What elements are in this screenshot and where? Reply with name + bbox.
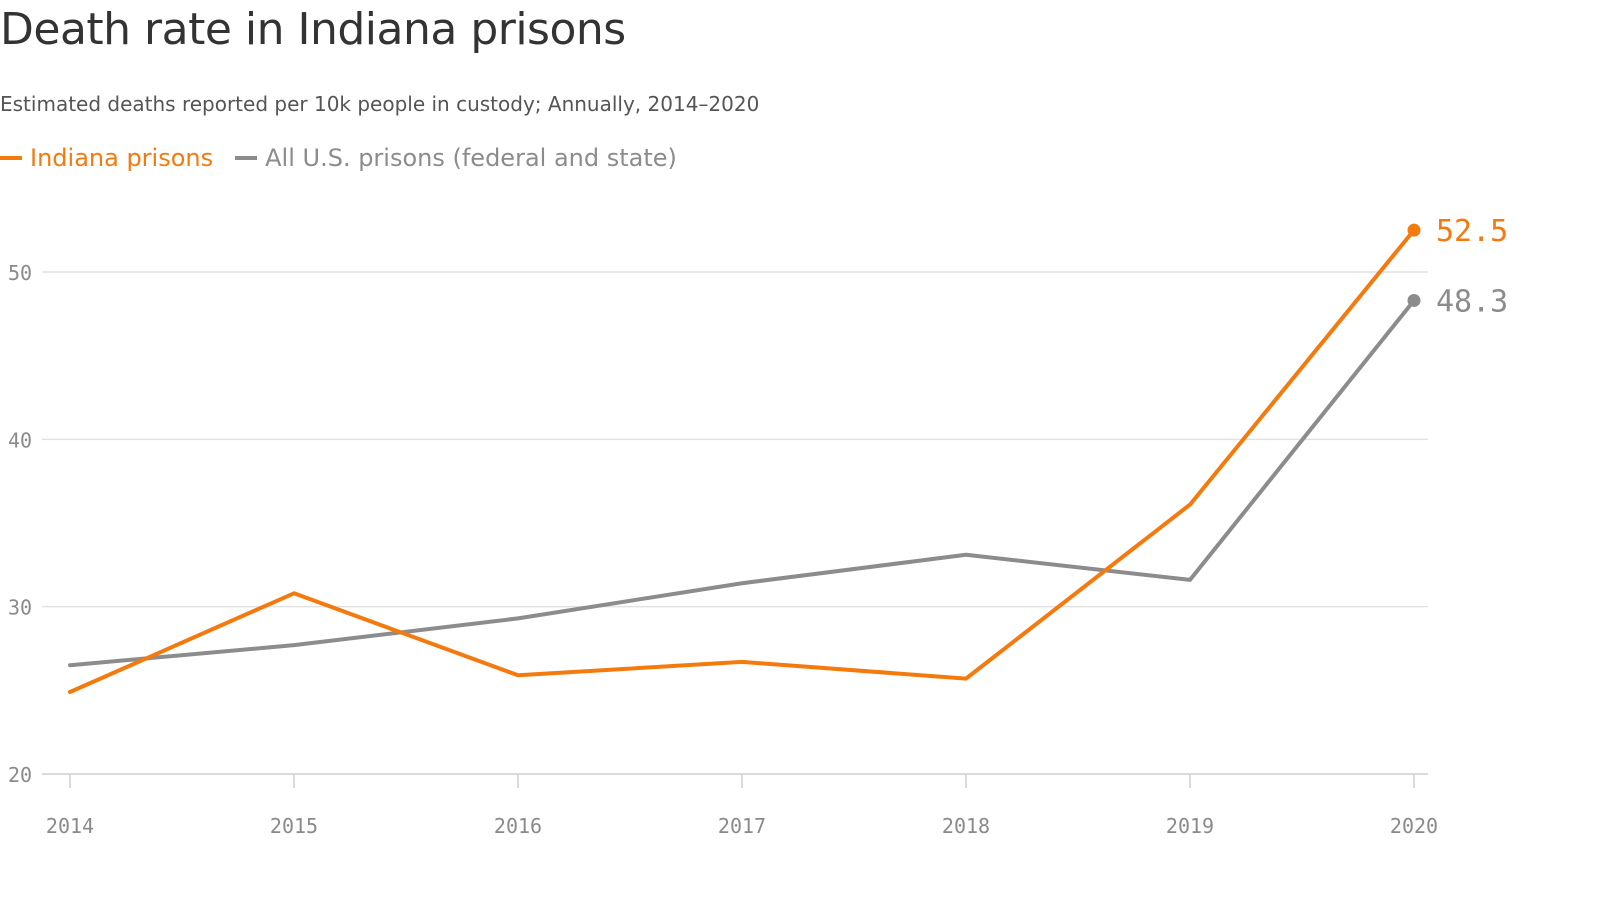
legend-swatch-us [235, 156, 258, 160]
labels-group: 52.5 48.3 [1407, 214, 1508, 319]
end-point-indiana [1407, 223, 1421, 237]
y-tick-label-30: 30 [8, 596, 32, 620]
x-tick-label-2020: 2020 [1390, 814, 1438, 838]
y-tick-label-40: 40 [8, 428, 32, 452]
x-tick-label-2018: 2018 [942, 814, 990, 838]
chart-subtitle: Estimated deaths reported per 10k people… [0, 92, 760, 116]
x-tick-label-2014: 2014 [46, 814, 94, 838]
grid: 20 30 40 50 [8, 261, 1428, 787]
x-tick-label-2015: 2015 [270, 814, 318, 838]
series-group [68, 228, 1416, 695]
chart-title: Death rate in Indiana prisons [0, 4, 626, 55]
end-point-us [1407, 293, 1421, 307]
series-line-us [68, 298, 1416, 668]
y-tick-label-50: 50 [8, 261, 32, 285]
x-tick-label-2017: 2017 [718, 814, 766, 838]
x-tick-label-2016: 2016 [494, 814, 542, 838]
legend-label-indiana: Indiana prisons [30, 144, 214, 172]
x-tick-label-2019: 2019 [1166, 814, 1214, 838]
legend-swatch-indiana [0, 156, 22, 160]
series-line-indiana [68, 228, 1416, 695]
end-label-indiana: 52.5 [1436, 214, 1508, 249]
legend-item-indiana: Indiana prisons [0, 144, 213, 172]
legend-item-us: All U.S. prisons (federal and state) [235, 144, 677, 172]
legend: Indiana prisons All U.S. prisons (federa… [0, 144, 699, 172]
x-axis: 2014 2015 2016 2017 2018 2019 2020 [46, 774, 1438, 838]
y-tick-label-20: 20 [8, 763, 32, 787]
legend-label-us: All U.S. prisons (federal and state) [265, 144, 677, 172]
end-label-us: 48.3 [1436, 284, 1508, 319]
